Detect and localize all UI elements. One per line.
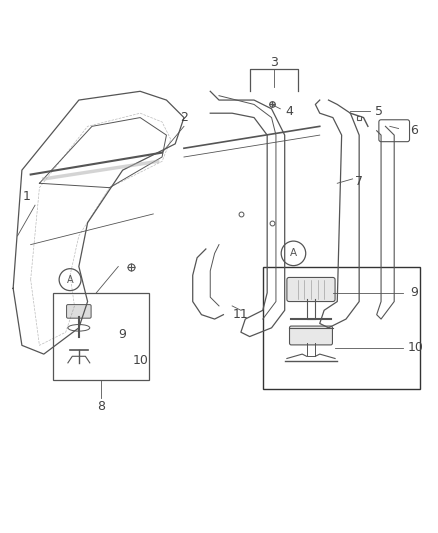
Text: 4: 4 bbox=[285, 104, 293, 117]
Text: A: A bbox=[290, 248, 297, 259]
Text: 3: 3 bbox=[270, 56, 278, 69]
FancyBboxPatch shape bbox=[287, 278, 335, 302]
Text: 2: 2 bbox=[180, 111, 188, 124]
Text: 8: 8 bbox=[97, 400, 105, 413]
Text: 6: 6 bbox=[410, 124, 418, 137]
FancyBboxPatch shape bbox=[379, 120, 410, 142]
Circle shape bbox=[281, 241, 306, 265]
FancyBboxPatch shape bbox=[290, 326, 332, 345]
FancyBboxPatch shape bbox=[67, 304, 91, 318]
Text: 10: 10 bbox=[132, 354, 148, 367]
Ellipse shape bbox=[68, 325, 90, 331]
Text: 10: 10 bbox=[407, 341, 423, 354]
Text: 9: 9 bbox=[410, 286, 418, 300]
Text: 1: 1 bbox=[22, 190, 30, 203]
Circle shape bbox=[59, 269, 81, 290]
Text: A: A bbox=[67, 274, 74, 285]
Text: 11: 11 bbox=[233, 308, 249, 321]
Text: 5: 5 bbox=[375, 104, 383, 117]
Text: 9: 9 bbox=[119, 328, 127, 341]
Bar bbox=[263, 266, 420, 389]
Text: 7: 7 bbox=[355, 175, 363, 188]
Bar bbox=[53, 293, 149, 381]
